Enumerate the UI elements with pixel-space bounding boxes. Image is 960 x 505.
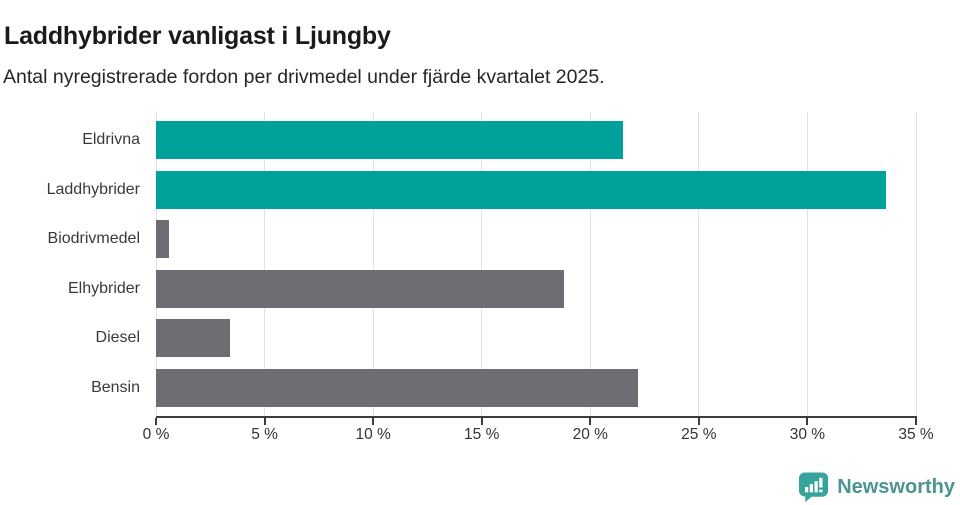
axis-tick-20 [589,418,592,425]
chart-row-eldrivna: Eldrivna [0,121,916,159]
newsworthy-wordmark: Newsworthy [837,476,955,498]
gridline-15 [481,112,483,417]
category-label-elhybrider: Elhybrider [67,279,140,297]
bar-elhybrider [156,269,565,308]
axis-tick-label-35: 35 % [898,426,934,443]
bar-track [156,220,916,259]
chart-row-biodrivmedel: Biodrivmedel [0,220,916,259]
chart-row-diesel: Diesel [0,319,916,358]
category-label-diesel: Diesel [95,329,140,347]
x-axis-ticks [155,418,917,425]
chart-row-bensin: Bensin [0,368,916,407]
axis-tick-15 [480,418,483,425]
category-label-laddhybrider: Laddhybrider [46,180,140,198]
gridlines [155,112,917,417]
x-axis-labels: 0 % 5 % 10 % 15 % 20 % 25 % 30 % 35 % [143,426,934,448]
category-label-biodrivmedel: Biodrivmedel [47,230,140,248]
axis-tick-label-0: 0 % [142,426,170,443]
gridline-5 [264,112,266,417]
chart-subtitle: Antal nyregistrerade fordon per drivmede… [3,66,605,88]
axis-tick-10 [372,418,375,425]
newsworthy-logo: Newsworthy [798,471,955,503]
axis-tick-label-5: 5 % [251,426,278,443]
bar-eldrivna [156,121,623,159]
axis-tick-label-15: 15 % [464,426,500,443]
newsworthy-speech-bubble-chart-icon [798,471,829,503]
bar-track [156,269,916,308]
gridline-35 [915,112,917,417]
axis-tick-label-25: 25 % [681,426,717,443]
chart-rows: Eldrivna Laddhybrider Biodrivmedel Elhybrid… [0,112,916,417]
chart-title: Laddhybrider vanligast i Ljungby [4,21,391,50]
chart-row-laddhybrider: Laddhybrider [0,170,916,209]
category-label-eldrivna: Eldrivna [82,131,140,148]
bar-biodrivmedel [156,220,170,259]
axis-tick-label-10: 10 % [355,426,391,443]
bar-bensin [156,368,639,407]
gridline-10 [372,112,374,417]
gridline-25 [698,112,700,417]
gridline-0 [155,112,157,417]
axis-tick-30 [806,418,809,425]
bar-track [156,170,916,209]
axis-tick-label-20: 20 % [572,426,608,443]
bar-track [156,319,916,358]
axis-tick-0 [155,418,157,425]
bar-track [156,121,916,159]
chart-row-elhybrider: Elhybrider [0,269,916,308]
bar-laddhybrider [156,170,886,209]
bar-diesel [156,319,230,358]
gridline-20 [589,112,591,417]
axis-tick-label-30: 30 % [789,426,826,443]
gridline-30 [806,112,808,417]
axis-tick-25 [697,418,700,425]
x-axis-line [156,416,917,418]
bar-track [156,368,916,407]
category-label-bensin: Bensin [91,378,140,396]
axis-tick-35 [915,418,917,425]
axis-tick-5 [263,418,266,425]
